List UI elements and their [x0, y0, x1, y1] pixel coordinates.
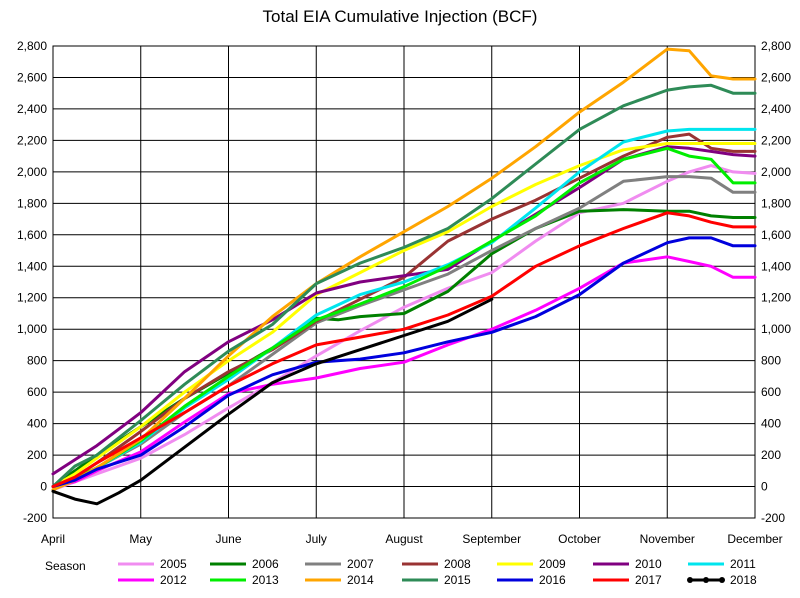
- y-tick-label-right: 1,600: [761, 228, 791, 242]
- series-lines: [51, 47, 757, 506]
- gridlines: [52, 45, 756, 519]
- y-tick-label-left: 800: [27, 354, 47, 368]
- y-tick-label-left: 1,600: [17, 228, 47, 242]
- y-tick-label-right: 800: [761, 354, 781, 368]
- legend-label-2010: 2010: [635, 557, 662, 571]
- series-line-2017: [51, 211, 757, 488]
- y-tick-label-left: 1,800: [17, 196, 47, 210]
- y-tick-label-left: 2,200: [17, 133, 47, 147]
- series-line-2008: [51, 132, 757, 488]
- y-tick-label-right: 2,600: [761, 70, 791, 84]
- legend-label-2017: 2017: [635, 573, 662, 587]
- legend-label-2009: 2009: [539, 557, 566, 571]
- y-tick-label-right: 2,200: [761, 133, 791, 147]
- y-tick-label-left: 1,400: [17, 259, 47, 273]
- series-line-2015: [51, 83, 757, 488]
- legend-label-2012: 2012: [160, 573, 187, 587]
- series-line-2016: [51, 236, 757, 488]
- y-tick-label-right: 0: [761, 480, 768, 494]
- y-tick-label-right: 2,000: [761, 165, 791, 179]
- y-tick-label-left: 1,000: [17, 322, 47, 336]
- x-tick-label: April: [41, 532, 65, 546]
- x-tick-label: June: [215, 532, 241, 546]
- y-tick-label-left: 1,200: [17, 291, 47, 305]
- legend-title: Season: [45, 559, 86, 573]
- x-tick-label: July: [306, 532, 327, 546]
- y-tick-label-right: 400: [761, 417, 781, 431]
- y-tick-label-right: -200: [761, 511, 785, 525]
- x-tick-label: December: [727, 532, 782, 546]
- x-tick-label: May: [129, 532, 152, 546]
- y-tick-label-left: 2,000: [17, 165, 47, 179]
- y-tick-label-right: 200: [761, 448, 781, 462]
- legend-label-2006: 2006: [252, 557, 279, 571]
- legend-marker: [687, 577, 693, 583]
- y-tick-label-right: 2,800: [761, 39, 791, 53]
- series-line-2005: [51, 164, 757, 492]
- legend-label-2008: 2008: [444, 557, 471, 571]
- y-tick-label-left: 0: [40, 480, 47, 494]
- y-tick-label-left: 200: [27, 448, 47, 462]
- plot-area-border: [52, 45, 756, 519]
- legend-label-2016: 2016: [539, 573, 566, 587]
- y-tick-label-right: 600: [761, 385, 781, 399]
- series-line-2006: [51, 208, 757, 488]
- legend-label-2018: 2018: [730, 573, 757, 587]
- x-tick-label: November: [640, 532, 695, 546]
- x-tick-label: September: [462, 532, 521, 546]
- y-tick-label-right: 1,200: [761, 291, 791, 305]
- legend-label-2014: 2014: [347, 573, 374, 587]
- legend-marker: [719, 577, 725, 583]
- y-tick-label-left: -200: [23, 511, 47, 525]
- x-tick-label: August: [385, 532, 423, 546]
- y-tick-label-right: 1,400: [761, 259, 791, 273]
- y-axis-left-ticks: -200 0 200 400 600 800 1,000 1,200 1,400 1,600 1,8…: [17, 39, 47, 525]
- legend: Season 2005 2006 2007 2008 2009 2010 2011 2012 2…: [45, 557, 757, 587]
- y-tick-label-right: 1,000: [761, 322, 791, 336]
- y-tick-label-right: 1,800: [761, 196, 791, 210]
- legend-label-2013: 2013: [252, 573, 279, 587]
- y-tick-label-left: 600: [27, 385, 47, 399]
- y-tick-label-left: 2,800: [17, 39, 47, 53]
- x-axis-ticks: April May June July August September October No…: [41, 532, 783, 546]
- series-line-2009: [51, 142, 757, 488]
- y-tick-label-left: 400: [27, 417, 47, 431]
- legend-marker: [703, 577, 709, 583]
- series-line-2018: [51, 297, 494, 506]
- legend-label-2015: 2015: [444, 573, 471, 587]
- legend-label-2007: 2007: [347, 557, 374, 571]
- x-tick-label: October: [558, 532, 601, 546]
- series-line-2007: [51, 175, 757, 488]
- legend-label-2011: 2011: [730, 557, 756, 571]
- y-tick-label-right: 2,400: [761, 102, 791, 116]
- series-line-2012: [51, 255, 757, 488]
- legend-label-2005: 2005: [160, 557, 187, 571]
- y-tick-label-left: 2,400: [17, 102, 47, 116]
- chart-title: Total EIA Cumulative Injection (BCF): [263, 7, 538, 26]
- y-axis-right-ticks: -200 0 200 400 600 800 1,000 1,200 1,400 1,600 1,8…: [761, 39, 791, 525]
- y-tick-label-left: 2,600: [17, 70, 47, 84]
